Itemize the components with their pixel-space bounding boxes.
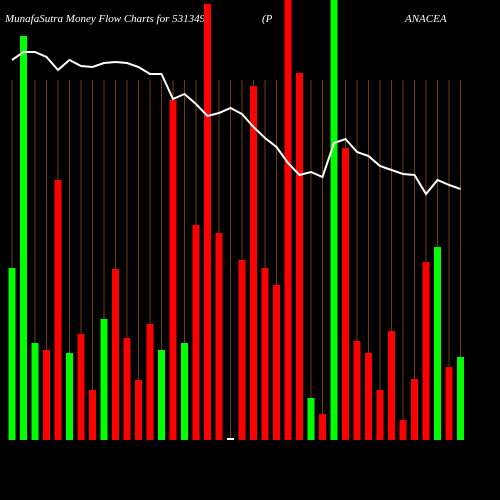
bar [284,0,292,440]
bar [296,73,303,440]
bar [411,379,418,440]
bar [77,334,85,440]
bar [261,268,269,440]
bar [330,0,338,440]
bar [434,247,441,440]
bar [307,398,315,440]
bar [66,353,73,440]
bar [123,338,131,440]
bar [169,100,177,440]
bar [353,341,361,440]
bar [146,324,154,440]
bar [399,420,407,440]
bar [158,350,165,440]
bar [422,262,430,440]
bar [112,269,119,440]
chart-title: (P [262,13,273,25]
chart-title: MunafaSutra Money Flow Charts for 531349 [4,13,206,25]
bar [100,319,108,440]
bar [135,380,142,440]
bar [250,86,257,440]
bar [54,180,62,440]
bar [192,225,200,440]
bar [319,414,326,440]
bar [273,285,280,440]
bar [342,148,349,440]
bar [43,350,50,440]
bar [204,4,211,440]
bar [376,390,384,440]
money-flow-line [11,51,461,196]
bar [181,343,188,440]
bar [457,357,464,440]
bar [238,260,246,440]
bar [20,36,27,440]
bar [215,233,223,440]
bar [227,438,234,440]
bar [445,367,453,440]
bar [89,390,96,440]
bar [31,343,39,440]
bar [388,331,395,440]
bar [365,353,372,440]
bar [8,268,16,440]
chart-title: ANACEA [404,13,447,25]
